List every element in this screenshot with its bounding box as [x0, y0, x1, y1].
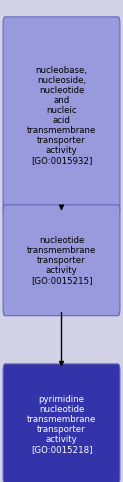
Text: nucleobase,
nucleoside,
nucleotide
and
nucleic
acid
transmembrane
transporter
ac: nucleobase, nucleoside, nucleotide and n… — [27, 66, 96, 165]
Text: pyrimidine
nucleotide
transmembrane
transporter
activity
[GO:0015218]: pyrimidine nucleotide transmembrane tran… — [27, 395, 96, 454]
FancyBboxPatch shape — [3, 205, 120, 316]
Text: nucleotide
transmembrane
transporter
activity
[GO:0015215]: nucleotide transmembrane transporter act… — [27, 236, 96, 285]
FancyBboxPatch shape — [3, 17, 120, 214]
FancyBboxPatch shape — [3, 364, 120, 482]
